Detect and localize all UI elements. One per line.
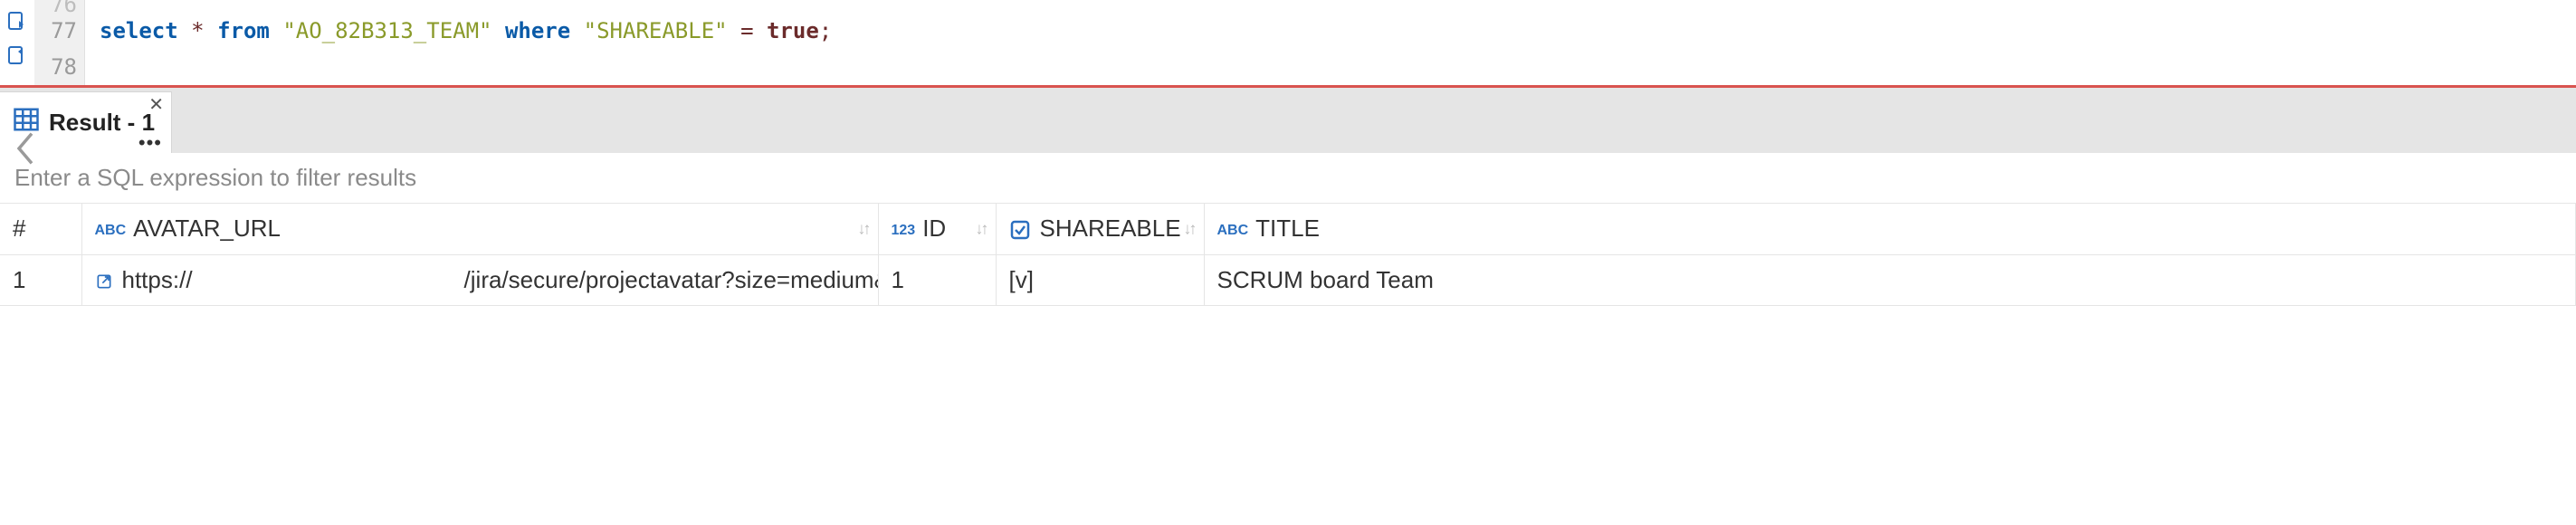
column-header-row[interactable]: # (0, 204, 81, 254)
column-header-label: SHAREABLE (1040, 215, 1181, 242)
filter-input[interactable] (14, 164, 2576, 192)
cell-value: /jira/secure/projectavatar?size=medium&a… (464, 266, 878, 293)
code-line[interactable] (100, 0, 2576, 13)
cell-title: SCRUM board Team (1204, 254, 2576, 305)
column-header-label: # (13, 215, 25, 242)
tab-menu-icon[interactable]: ••• (138, 138, 162, 148)
close-icon[interactable]: ✕ (148, 96, 164, 114)
line-number: 76 (34, 0, 77, 13)
results-table: #ABCAVATAR_URL↓↑123ID↓↑SHAREABLE↓↑ABCTIT… (0, 204, 2576, 306)
cell-shareable: [v] (996, 254, 1204, 305)
column-header-label: AVATAR_URL (133, 215, 281, 242)
line-number: 78 (34, 49, 77, 85)
cell-rownum: 1 (0, 254, 81, 305)
column-header-id[interactable]: 123 ID ↓↑ (878, 204, 996, 254)
editor-gutter (0, 0, 34, 85)
table-body: 1 https:// /jira/secure/projectavatar?size… (0, 254, 2576, 305)
cell-id: 1 (878, 254, 996, 305)
column-header-avatar_url[interactable]: ABC AVATAR_URL ↓↑ (81, 204, 878, 254)
line-number: 77 (34, 13, 77, 49)
filter-bar (0, 153, 2576, 204)
line-number-gutter: 767778 (34, 0, 85, 85)
number-type-icon: 123 (892, 223, 916, 238)
chevron-left-icon[interactable] (13, 129, 38, 175)
cell-value: https:// (122, 266, 193, 293)
code-line[interactable]: select * from "AO_82B313_TEAM" where "SH… (100, 13, 2576, 49)
table-row[interactable]: 1 https:// /jira/secure/projectavatar?size… (0, 254, 2576, 305)
text-type-icon: ABC (1217, 223, 1249, 238)
sort-icon[interactable]: ↓↑ (1184, 219, 1195, 238)
table-header-row: #ABCAVATAR_URL↓↑123ID↓↑SHAREABLE↓↑ABCTIT… (0, 204, 2576, 254)
export-icon[interactable] (5, 40, 30, 71)
results-tab-bar: Result - 1 ✕ ••• (0, 88, 2576, 153)
sql-editor: 767778 select * from "AO_82B313_TEAM" wh… (0, 0, 2576, 85)
cell-avatar-url[interactable]: https:// /jira/secure/projectavatar?size=… (81, 254, 878, 305)
column-header-shareable[interactable]: SHAREABLE↓↑ (996, 204, 1204, 254)
column-header-title[interactable]: ABC TITLE (1204, 204, 2576, 254)
code-area[interactable]: select * from "AO_82B313_TEAM" where "SH… (85, 0, 2576, 85)
external-link-icon[interactable] (95, 272, 113, 291)
column-header-label: ID (922, 215, 946, 242)
column-header-label: TITLE (1255, 215, 1320, 242)
boolean-type-icon (1009, 219, 1031, 241)
sort-icon[interactable]: ↓↑ (858, 219, 869, 238)
text-type-icon: ABC (95, 223, 127, 238)
sort-icon[interactable]: ↓↑ (976, 219, 987, 238)
code-line[interactable] (100, 49, 2576, 85)
run-to-file-icon[interactable] (5, 5, 30, 36)
